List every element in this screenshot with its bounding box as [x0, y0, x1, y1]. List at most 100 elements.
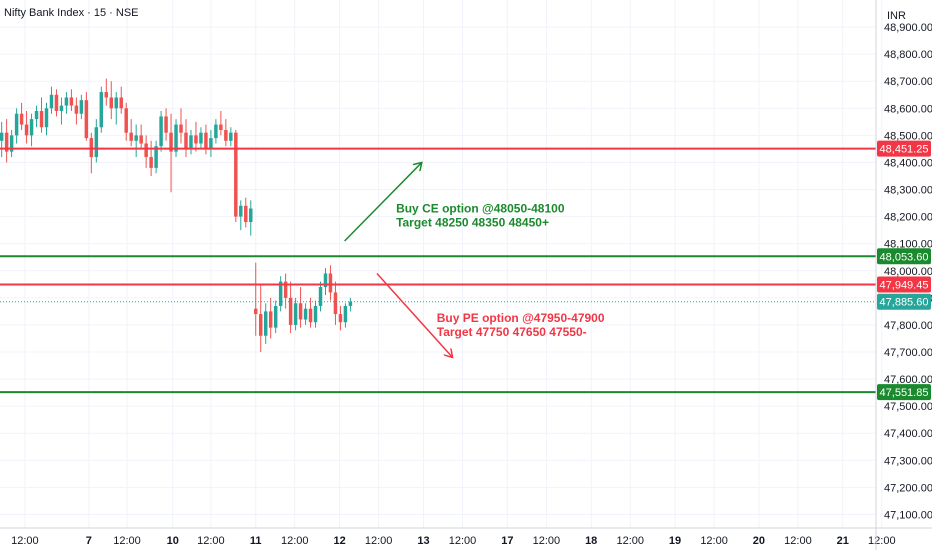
candle[interactable]	[14, 108, 19, 144]
candle[interactable]	[29, 113, 34, 147]
candle[interactable]	[293, 297, 298, 331]
candle[interactable]	[174, 119, 178, 158]
y-tick-label: 47,100.00	[884, 509, 932, 521]
candle[interactable]	[229, 127, 233, 147]
candle-body	[313, 305, 318, 323]
resistance-arrow[interactable]	[376, 272, 453, 357]
candle[interactable]	[54, 89, 59, 117]
candle[interactable]	[89, 132, 94, 174]
resistance-price-label: 48,451.25	[880, 144, 929, 156]
candle[interactable]	[19, 102, 24, 130]
currency-label[interactable]: INR	[887, 10, 906, 22]
y-tick-label: 48,900.00	[884, 22, 932, 34]
candle[interactable]	[204, 124, 208, 155]
candle[interactable]	[169, 113, 173, 193]
candle[interactable]	[283, 273, 288, 309]
candle[interactable]	[114, 92, 118, 125]
candle[interactable]	[9, 129, 14, 158]
candle[interactable]	[124, 102, 128, 141]
candle-body	[169, 132, 173, 152]
candle[interactable]	[338, 305, 343, 331]
x-tick-label: 12:00	[197, 535, 225, 547]
candle[interactable]	[129, 119, 133, 147]
candle[interactable]	[308, 297, 313, 328]
candle[interactable]	[298, 287, 303, 328]
candle[interactable]	[164, 108, 168, 141]
candle-body	[24, 124, 29, 136]
candle[interactable]	[144, 135, 148, 168]
candle[interactable]	[258, 284, 263, 352]
candle[interactable]	[159, 111, 163, 152]
candle[interactable]	[104, 78, 109, 106]
candle-body	[49, 94, 54, 109]
candle[interactable]	[194, 121, 198, 152]
candle[interactable]	[24, 111, 29, 144]
candle[interactable]	[278, 276, 283, 312]
candle[interactable]	[303, 303, 308, 325]
candle-body	[154, 146, 158, 168]
candle[interactable]	[219, 111, 223, 136]
candle[interactable]	[154, 140, 158, 174]
candle[interactable]	[99, 86, 104, 133]
candle-body	[94, 127, 99, 158]
candle[interactable]	[323, 268, 328, 296]
candle[interactable]	[74, 97, 79, 125]
x-tick-label: 12:00	[616, 535, 644, 547]
candle[interactable]	[333, 281, 338, 325]
candle[interactable]	[94, 119, 99, 163]
candle[interactable]	[348, 297, 353, 312]
candle[interactable]	[59, 97, 64, 125]
candle[interactable]	[224, 119, 228, 147]
y-tick-label: 47,700.00	[884, 347, 932, 359]
candle[interactable]	[328, 265, 333, 301]
x-tick-label: 13	[417, 535, 429, 547]
candle[interactable]	[34, 105, 39, 128]
candle[interactable]	[253, 262, 258, 336]
candle[interactable]	[199, 127, 203, 149]
support-annotation[interactable]: Buy CE option @48050-48100 Target 48250 4…	[396, 202, 565, 230]
candle[interactable]	[64, 92, 69, 114]
candle[interactable]	[268, 297, 273, 339]
candle[interactable]	[184, 119, 188, 158]
y-tick-label: 48,000.00	[884, 266, 932, 278]
candle[interactable]	[239, 200, 243, 231]
candle[interactable]	[209, 129, 213, 158]
candle[interactable]	[39, 97, 44, 133]
candle[interactable]	[84, 92, 89, 141]
x-tick-label: 12:00	[11, 535, 39, 547]
candle[interactable]	[119, 86, 123, 114]
candle[interactable]	[318, 281, 323, 312]
candle[interactable]	[44, 102, 49, 136]
candle[interactable]	[343, 303, 348, 328]
candle-body	[224, 129, 228, 141]
candle[interactable]	[244, 197, 248, 228]
candle[interactable]	[179, 108, 183, 144]
candle[interactable]	[249, 200, 253, 236]
x-tick-label: 12:00	[700, 535, 728, 547]
x-tick-label: 12:00	[113, 535, 141, 547]
support-arrow[interactable]	[344, 162, 422, 242]
candle[interactable]	[214, 119, 218, 144]
candle[interactable]	[189, 129, 193, 155]
candle[interactable]	[288, 281, 293, 334]
candle[interactable]	[49, 86, 54, 114]
resistance-annotation[interactable]: Buy PE option @47950-47900 Target 47750 4…	[437, 311, 605, 339]
resistance-price-tag	[877, 276, 931, 293]
candle[interactable]	[4, 119, 9, 163]
candle[interactable]	[263, 303, 268, 344]
y-tick-label: 47,200.00	[884, 482, 932, 494]
candle[interactable]	[273, 300, 278, 334]
candle[interactable]	[149, 140, 153, 176]
candle[interactable]	[69, 89, 74, 112]
candle[interactable]	[313, 300, 318, 328]
candle[interactable]	[134, 124, 138, 158]
y-tick-label: 48,800.00	[884, 49, 932, 61]
candle[interactable]	[234, 129, 238, 223]
candle[interactable]	[0, 121, 4, 158]
support-price-tag	[877, 248, 931, 265]
candle[interactable]	[79, 94, 84, 120]
candle[interactable]	[139, 124, 143, 149]
candle[interactable]	[109, 81, 114, 120]
